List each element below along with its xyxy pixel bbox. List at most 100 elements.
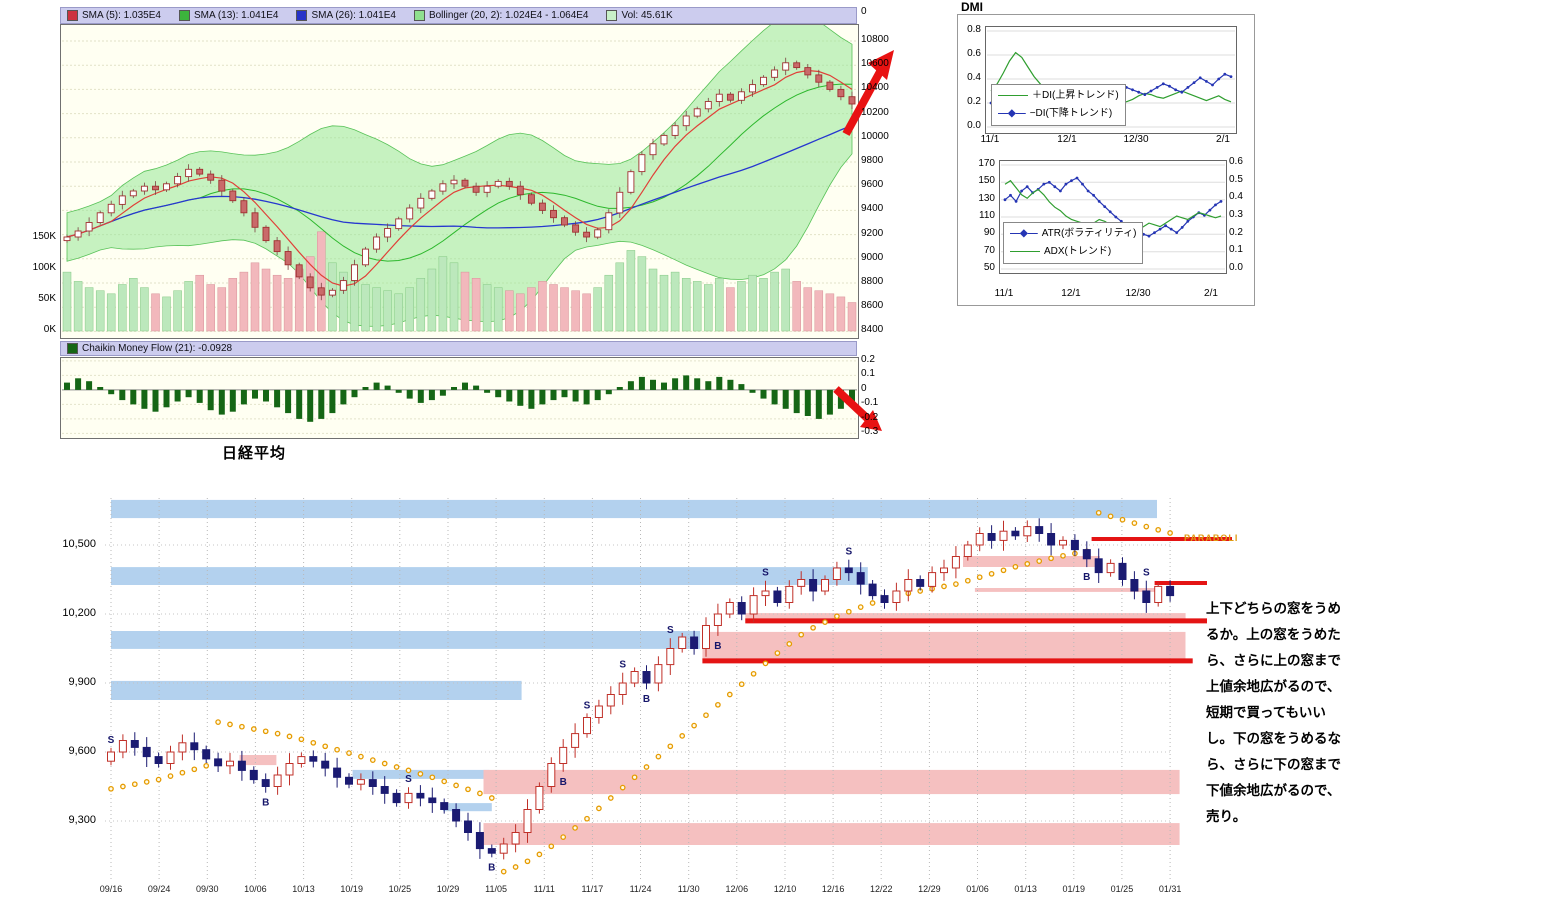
price-axis-label: 9000 [861,251,884,263]
volume-bar [106,293,116,332]
price-axis-label: 8600 [861,300,884,312]
chaikin-bar [661,382,667,390]
dmi-marker [1137,90,1141,94]
candle-body [428,190,436,199]
date-label: 12/06 [725,884,749,894]
volume-bar [648,268,658,332]
volume-bar [195,274,204,332]
candle-body [660,134,668,145]
candle-body [1059,539,1067,546]
candle-body [725,602,734,615]
candle-body [406,207,414,220]
price-axis-label: 8800 [861,276,884,287]
candle-body [516,185,524,196]
legend-label: −DI(下降トレンド) [1029,108,1113,119]
atr-marker [1108,210,1112,214]
nikkei-title: 日経平均 [222,445,287,462]
legend-item: SMA (5): 1.035E4 [67,10,161,21]
chaikin-bar [64,382,70,390]
parabolic-sar-dot [167,773,174,779]
legend-item: SMA (26): 1.041E4 [296,10,396,21]
candle-body [1166,585,1175,597]
candle-body [452,809,461,822]
legend-row: ——— ＋DI(上昇トレンド) [998,87,1119,105]
chaikin-bar [274,389,281,408]
chaikin-bar [384,385,391,390]
parabolic-sar-dot [429,774,436,781]
parabolic-sar-dot [667,743,674,750]
dmi-y-label: 0.8 [967,24,981,35]
trade-signal-S: S [1143,568,1150,579]
atr-marker [1047,180,1051,184]
candle-body [163,183,170,191]
candle-body [782,62,790,71]
volume-bar [62,271,72,332]
parabolic-label: PARABOLI [1184,533,1239,543]
parabolic-sar-dot [441,778,448,785]
parabolic-sar-dot [631,774,638,781]
chaikin-bar [694,378,701,390]
candle-body [682,115,690,127]
dmi-marker [1205,80,1208,83]
volume-bar [339,271,348,332]
atr-marker [1020,189,1023,193]
candle-body [616,191,624,214]
chaikin-bar [804,389,811,416]
chaikin-bar [196,389,203,403]
chaikin-bar [550,389,557,401]
parabolic-sar-dot [1048,555,1054,562]
parabolic-sar-dot [215,719,221,725]
legend-swatch [296,10,308,21]
trade-signal-B: B [714,641,721,652]
volume-bar [239,271,249,332]
annotation-line: るか。上の窓をうめた [1206,627,1341,642]
parabolic-sar-dot [524,858,531,865]
atr-marker [1092,193,1095,197]
dmi-x-label: 12/1 [1057,134,1077,145]
atr-adx-legend: —◆— ATR(ボラティリティ) ——— ADX(トレンド) [1003,222,1144,264]
parabolic-sar-dot [964,577,971,584]
atr-marker [1147,234,1151,238]
lower-window-band [239,755,277,766]
candle-body [351,264,358,281]
chaikin-bar [417,389,424,403]
volume-bar [549,284,558,332]
candle-body [749,84,756,93]
candle-body [999,530,1008,541]
volume-bar [493,287,503,332]
candle-body [702,625,710,649]
dmi-marker [1168,84,1171,88]
candle-body [737,602,746,615]
atr-marker [1158,227,1162,231]
volume-bar [416,278,426,332]
candle-body [1047,533,1056,546]
legend-line-sample: ——— [998,90,1028,101]
candle-body [868,583,877,597]
chaikin-bar [218,389,225,415]
price-axis-label: 10400 [861,82,889,94]
parabolic-sar-dot [1036,558,1043,564]
parabolic-sar-dot [703,712,709,719]
dmi-marker [1192,81,1196,84]
candle-body [295,264,303,278]
sma5-line [66,69,853,287]
parabolic-sar-dot [750,670,757,677]
legend-label: ＋DI(上昇トレンド) [1032,90,1119,101]
volume-bar [482,284,492,332]
atr-y-label: 170 [978,158,995,169]
candle-body [85,222,93,232]
chaikin-bar [406,389,413,399]
price-level-label: 9,300 [68,814,96,826]
atr-marker [1214,203,1217,207]
dmi-marker [1149,89,1153,93]
up-arrow-icon [842,50,894,136]
chaikin-bar [439,389,446,396]
candle-body [237,760,246,771]
candle-body [229,190,237,202]
parabolic-sar-dot [715,701,721,708]
windows-candlestick-chart: S B S B B S S B S B S S B S [105,498,1232,882]
atr-marker [1075,176,1079,180]
volume-bar [184,281,193,332]
candle-body [583,231,591,238]
price-axis-label: 10000 [861,130,889,142]
